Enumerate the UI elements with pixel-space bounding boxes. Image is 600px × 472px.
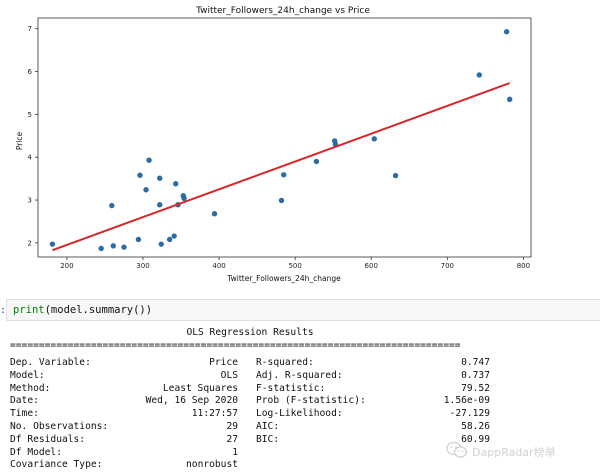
data-point [476, 72, 482, 78]
x-tick-label: 300 [136, 262, 149, 270]
summary-stat-value: 0.747 [461, 357, 490, 368]
summary-value: Wed, 16 Sep 2020 [145, 395, 238, 407]
ols-summary-output: OLS Regression Results =================… [10, 326, 490, 470]
summary-value: 1 [232, 446, 238, 458]
summary-row: No. Observations: 29 AIC: 58.26 [10, 421, 490, 434]
x-tick-label: 800 [517, 262, 530, 270]
summary-row: Date: Wed, 16 Sep 2020 Prob (F-statistic):… [10, 395, 490, 408]
data-point [506, 96, 513, 103]
data-point [109, 202, 115, 209]
summary-label: Model: [10, 369, 45, 381]
summary-row: Dep. Variable: Price R-squared: 0.747 [10, 357, 490, 370]
summary-value: 29 [226, 421, 238, 432]
cell-prompt: : [0, 305, 7, 316]
summary-label: Method: [10, 382, 51, 394]
summary-stat-label: BIC: [256, 433, 280, 445]
data-point [157, 175, 163, 181]
summary-stat-value: -27.129 [449, 408, 490, 420]
x-tick-label: 200 [60, 262, 73, 270]
data-point [157, 202, 163, 208]
y-tick-label: 5 [28, 111, 32, 119]
data-point [371, 136, 377, 142]
code-keyword: print [13, 304, 45, 316]
watermark: DappRadar榜单 [446, 440, 596, 462]
data-point [392, 172, 399, 179]
summary-stat-label: Adj. R-squared: [256, 369, 343, 381]
summary-label: Dep. Variable: [10, 357, 91, 368]
summary-row: Time: 11:27:57 Log-Likelihood: -27.129 [10, 408, 490, 421]
summary-row: Model: OLS Adj. R-squared: 0.737 [10, 370, 490, 383]
data-point [158, 241, 164, 247]
code-input[interactable]: print(model.summary()) [6, 299, 600, 321]
plot-frame [37, 17, 532, 258]
summary-label: No. Observations: [10, 421, 109, 432]
y-tick-label: 7 [28, 25, 32, 33]
data-point [143, 187, 149, 193]
summary-label: Date: [10, 395, 39, 407]
data-point [49, 241, 56, 247]
summary-stat-label: Prob (F-statistic): [256, 395, 366, 407]
data-point [171, 233, 177, 239]
summary-value: 11:27:57 [191, 408, 238, 420]
summary-row: Covariance Type: nonrobust [10, 459, 490, 472]
summary-value: Price [209, 357, 238, 368]
watermark-text: DappRadar榜单 [472, 446, 556, 459]
code-args: (model.summary()) [44, 304, 153, 316]
data-point [146, 157, 152, 163]
y-axis-label: Price [15, 131, 24, 150]
regression-line [52, 82, 511, 252]
summary-value: OLS [220, 369, 238, 381]
summary-stat-value: 1.56e-09 [443, 395, 490, 407]
y-tick-label: 4 [28, 154, 33, 162]
summary-separator: ========================================… [10, 340, 461, 351]
x-tick-label: 500 [288, 262, 301, 270]
data-point [121, 244, 127, 250]
x-tick-label: 400 [212, 262, 225, 270]
wechat-icon [446, 441, 468, 458]
x-tick-label: 600 [365, 262, 378, 270]
data-point [181, 195, 187, 202]
summary-row: Method: Least Squares F-statistic: 79.52 [10, 383, 490, 396]
summary-value: Least Squares [162, 382, 238, 394]
code-cell: : print(model.summary()) [0, 298, 600, 324]
x-tick-label: 700 [441, 262, 454, 270]
data-point [281, 172, 287, 178]
data-point [278, 197, 285, 204]
summary-label: Time: [10, 408, 39, 420]
data-point [313, 158, 320, 165]
axis-ticks: 200 300 400 500 600 700 800 2 3 4 5 6 7 [28, 25, 531, 270]
data-point [135, 236, 142, 243]
summary-stat-value: 58.26 [461, 421, 490, 432]
y-tick-label: 6 [28, 68, 33, 76]
data-point [166, 236, 173, 243]
summary-stat-label: AIC: [256, 421, 280, 432]
summary-stat-value: 0.737 [461, 369, 490, 381]
x-axis-label: Twitter_Followers_24h_change [226, 274, 341, 283]
data-point [137, 172, 143, 178]
summary-stat-label: F-statistic: [256, 382, 326, 394]
summary-stat-label: R-squared: [256, 357, 314, 368]
summary-stat-label: Log-Likelihood: [256, 408, 343, 420]
summary-value: 27 [226, 433, 238, 445]
data-points [49, 29, 513, 252]
y-tick-label: 2 [28, 239, 32, 247]
data-point [173, 181, 179, 187]
data-point [503, 29, 510, 35]
summary-label: Covariance Type: [10, 459, 103, 471]
scatter-chart: Twitter_Followers_24h_change vs Price 20… [15, 6, 532, 283]
data-point [98, 245, 104, 252]
data-point [110, 243, 117, 249]
data-point [211, 211, 218, 217]
summary-label: Df Model: [10, 446, 62, 458]
summary-row: Df Model: 1 [10, 447, 490, 460]
summary-value: nonrobust [186, 459, 238, 471]
chart-title: Twitter_Followers_24h_change vs Price [195, 6, 370, 16]
summary-stat-value: 60.99 [461, 433, 490, 445]
summary-title: OLS Regression Results [186, 327, 314, 338]
summary-label: Df Residuals: [10, 433, 86, 445]
summary-row: Df Residuals: 27 BIC: 60.99 [10, 434, 490, 447]
y-tick-label: 3 [28, 197, 32, 205]
code-line: print(model.summary()) [13, 304, 152, 316]
summary-stat-value: 79.52 [461, 382, 490, 394]
